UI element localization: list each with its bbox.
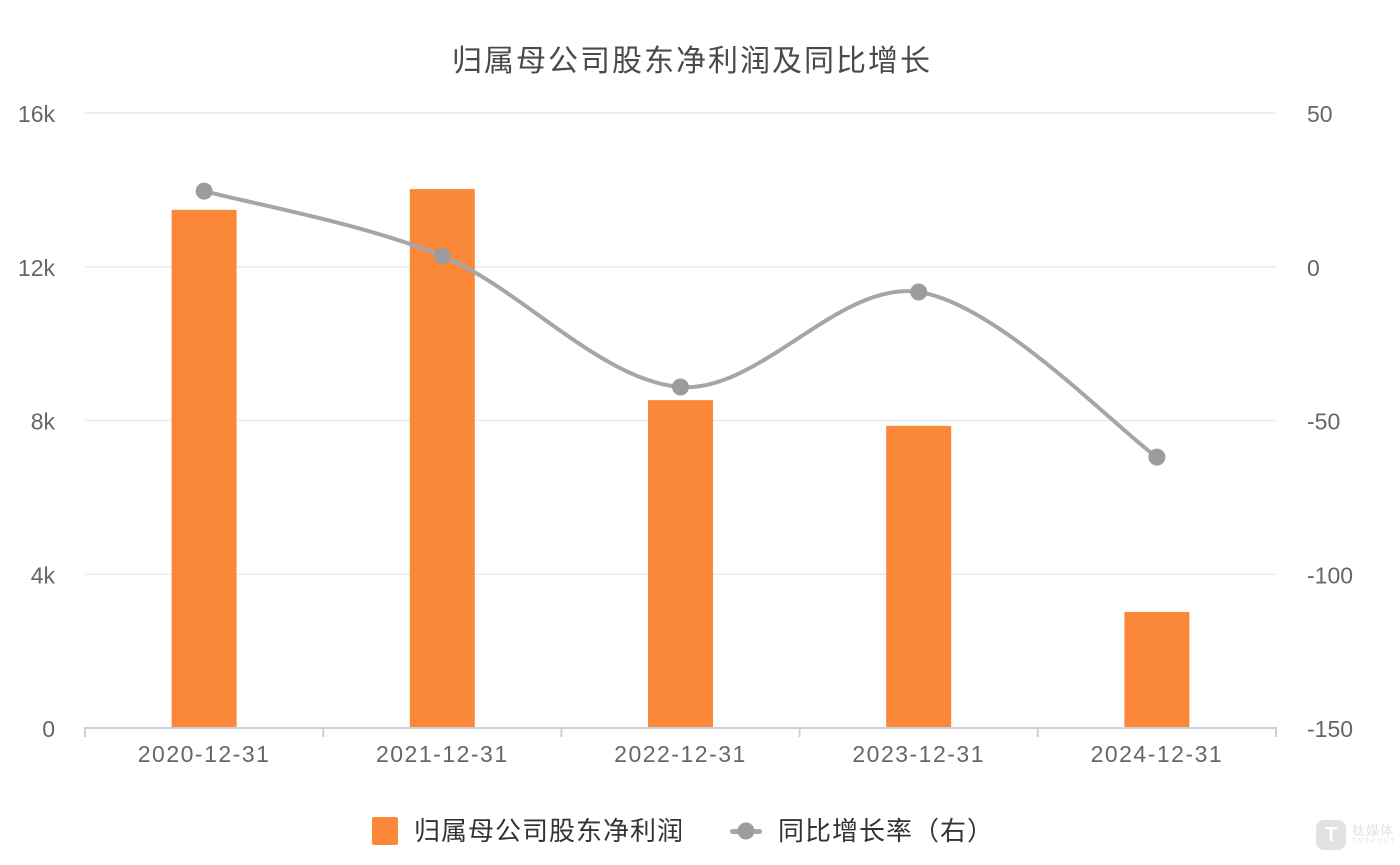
- watermark-text: 钛媒体 TMTPOST: [1352, 824, 1396, 846]
- right-axis-tick-label: 0: [1307, 255, 1320, 281]
- bar-2022-12-31[interactable]: [648, 400, 713, 728]
- line-point-2024-12-31[interactable]: [1148, 448, 1166, 466]
- legend-label-growth-rate: 同比增长率（右）: [778, 816, 995, 846]
- right-axis-tick-label: -150: [1307, 716, 1353, 742]
- bar-series-swatch-icon: [371, 817, 398, 845]
- bar-2023-12-31[interactable]: [886, 425, 952, 728]
- watermark-cn: 钛媒体: [1352, 823, 1395, 838]
- line-point-2023-12-31[interactable]: [910, 283, 928, 301]
- line-point-2022-12-31[interactable]: [672, 378, 689, 396]
- legend-item-growth-rate[interactable]: 同比增长率（右）: [730, 818, 994, 844]
- x-axis-category-label: 2024-12-31: [1091, 741, 1224, 767]
- right-axis-tick-label: -50: [1307, 409, 1340, 435]
- bar-2021-12-31[interactable]: [409, 189, 475, 728]
- x-axis-category-label: 2020-12-31: [138, 741, 271, 767]
- right-axis-tick-label: -100: [1307, 562, 1353, 588]
- bar-2024-12-31[interactable]: [1124, 611, 1190, 728]
- bar-2020-12-31[interactable]: [171, 209, 237, 729]
- left-axis-tick-label: 4k: [31, 562, 56, 588]
- x-axis-category-label: 2022-12-31: [614, 741, 747, 767]
- line-series-swatch-icon: [730, 822, 762, 840]
- right-axis-tick-label: 50: [1307, 101, 1333, 127]
- chart-title: 归属母公司股东净利润及同比增长: [452, 45, 932, 78]
- legend-item-net-profit[interactable]: 归属母公司股东净利润: [371, 816, 684, 846]
- line-point-2021-12-31[interactable]: [433, 247, 451, 265]
- tmtpost-logo-icon: T: [1316, 820, 1346, 850]
- x-axis-category-label: 2023-12-31: [852, 741, 985, 767]
- legend: 归属母公司股东净利润 同比增长率（右）: [0, 814, 1366, 848]
- left-axis-tick-label: 0: [42, 716, 55, 742]
- watermark-en: TMTPOST: [1352, 838, 1396, 845]
- left-axis-tick-label: 8k: [31, 409, 56, 435]
- left-axis-tick-label: 12k: [18, 255, 56, 281]
- left-axis-tick-label: 16k: [18, 101, 56, 127]
- watermark: T 钛媒体 TMTPOST: [1316, 820, 1396, 850]
- tmtpost-logo-letter: T: [1324, 823, 1338, 846]
- x-axis-category-label: 2021-12-31: [376, 741, 509, 767]
- line-series-dot-icon: [737, 822, 755, 840]
- legend-label-net-profit: 归属母公司股东净利润: [413, 816, 684, 846]
- line-point-2020-12-31[interactable]: [195, 182, 213, 200]
